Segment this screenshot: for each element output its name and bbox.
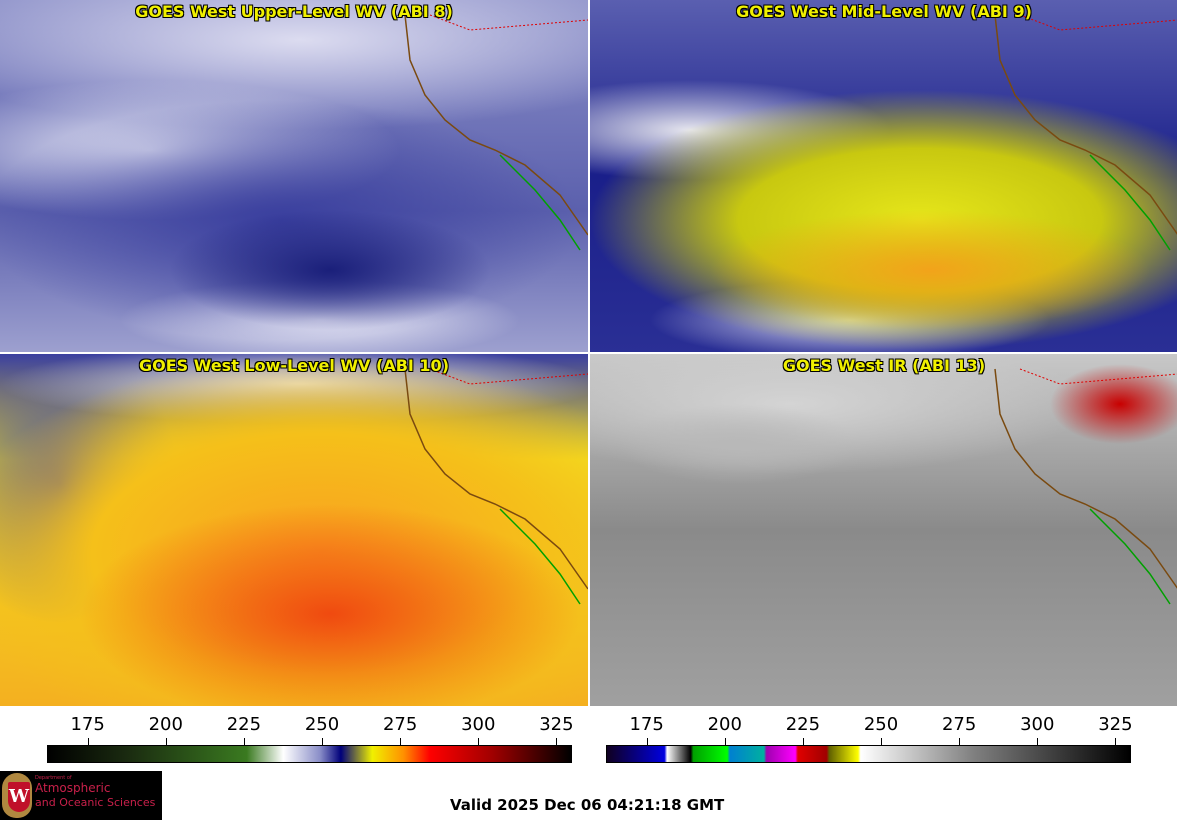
colorbar-tick xyxy=(881,738,882,745)
colorbar-tick-label: 325 xyxy=(1098,714,1133,735)
colorbar-tick xyxy=(478,738,480,745)
logo-line1: Department of xyxy=(35,775,72,781)
colorbar-tick xyxy=(802,738,804,745)
panel-low-level-wv: GOES West Low-Level WV (ABI 10) xyxy=(0,354,588,706)
map-borders xyxy=(404,368,588,605)
colorbar-tick xyxy=(724,738,726,745)
colorbar-wv xyxy=(47,745,572,763)
colorbar-tick-label: 250 xyxy=(304,714,340,735)
colorbar-tick-label: 200 xyxy=(148,714,183,735)
colorbar-tick xyxy=(165,738,167,745)
colorbar-tick-label: 175 xyxy=(629,714,664,735)
colorbar-tick-label: 275 xyxy=(941,714,977,735)
colorbar-tick xyxy=(322,738,323,745)
uw-seal-icon: W xyxy=(2,773,32,818)
colorbar-tick-label: 325 xyxy=(539,714,574,735)
colorbar-tick-label: 300 xyxy=(1020,714,1055,735)
map-borders xyxy=(404,14,588,251)
colorbar-tick xyxy=(1037,738,1039,745)
logo-line3: and Oceanic Sciences xyxy=(35,796,156,809)
panel-ir: GOES West IR (ABI 13) xyxy=(590,354,1177,706)
colorbar-tick xyxy=(87,738,89,745)
panel-mid-level-wv: GOES West Mid-Level WV (ABI 9) xyxy=(590,0,1177,352)
colorbar-tick xyxy=(646,738,648,745)
valid-time: Valid 2025 Dec 06 04:21:18 GMT xyxy=(450,796,725,814)
logo-line2: Atmospheric xyxy=(35,781,111,795)
colorbar-tick xyxy=(400,738,402,745)
colorbar-tick-label: 225 xyxy=(785,714,821,735)
colorbar-tick-label: 300 xyxy=(461,714,496,735)
panel-upper-level-wv: GOES West Upper-Level WV (ABI 8) xyxy=(0,0,588,352)
colorbar-tick xyxy=(556,738,558,745)
panel-title: GOES West IR (ABI 13) xyxy=(782,356,986,375)
aos-logo: W Department of Atmospheric and Oceanic … xyxy=(0,771,162,820)
colorbar-tick-label: 225 xyxy=(226,714,262,735)
colorbar-tick xyxy=(1115,738,1117,745)
colorbar-tick-label: 250 xyxy=(863,714,899,735)
colorbar-tick xyxy=(243,738,245,745)
colorbar-tick-label: 275 xyxy=(382,714,418,735)
colorbar-ir xyxy=(606,745,1131,763)
colorbar-tick xyxy=(959,738,961,745)
map-borders xyxy=(994,14,1177,251)
map-borders xyxy=(994,368,1177,605)
colorbar-tick-label: 175 xyxy=(70,714,105,735)
panel-title: GOES West Mid-Level WV (ABI 9) xyxy=(736,2,1032,21)
panel-title: GOES West Upper-Level WV (ABI 8) xyxy=(135,2,453,21)
panel-title: GOES West Low-Level WV (ABI 10) xyxy=(138,356,449,375)
colorbar-tick-label: 200 xyxy=(707,714,742,735)
